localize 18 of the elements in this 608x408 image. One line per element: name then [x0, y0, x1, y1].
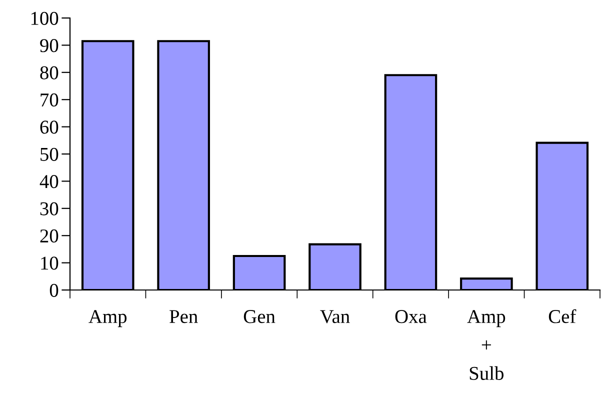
- y-tick-label: 70: [40, 93, 58, 107]
- y-tick-label: 80: [40, 66, 58, 80]
- y-tick-label: 10: [41, 256, 58, 270]
- y-tick-label: 50: [40, 148, 58, 161]
- y-tick-label: 100: [31, 12, 58, 25]
- x-tick-label: Amp + Sulb: [467, 310, 506, 380]
- x-tick-label: Oxa: [395, 310, 427, 324]
- x-tick-label: Amp: [88, 310, 127, 328]
- y-tick-label: 30: [40, 202, 58, 216]
- x-tick-label: Gen: [244, 310, 276, 324]
- y-tick-label: 40: [40, 175, 58, 188]
- y-tick-label: 20: [40, 229, 58, 243]
- x-tick-label: Van: [320, 310, 350, 324]
- y-tick-label: 90: [40, 39, 58, 52]
- y-tick-label: 60: [40, 120, 58, 134]
- x-tick-label: Pen: [170, 310, 198, 324]
- x-tick-label: Cef: [548, 309, 576, 324]
- y-tick-label: 0: [50, 284, 58, 297]
